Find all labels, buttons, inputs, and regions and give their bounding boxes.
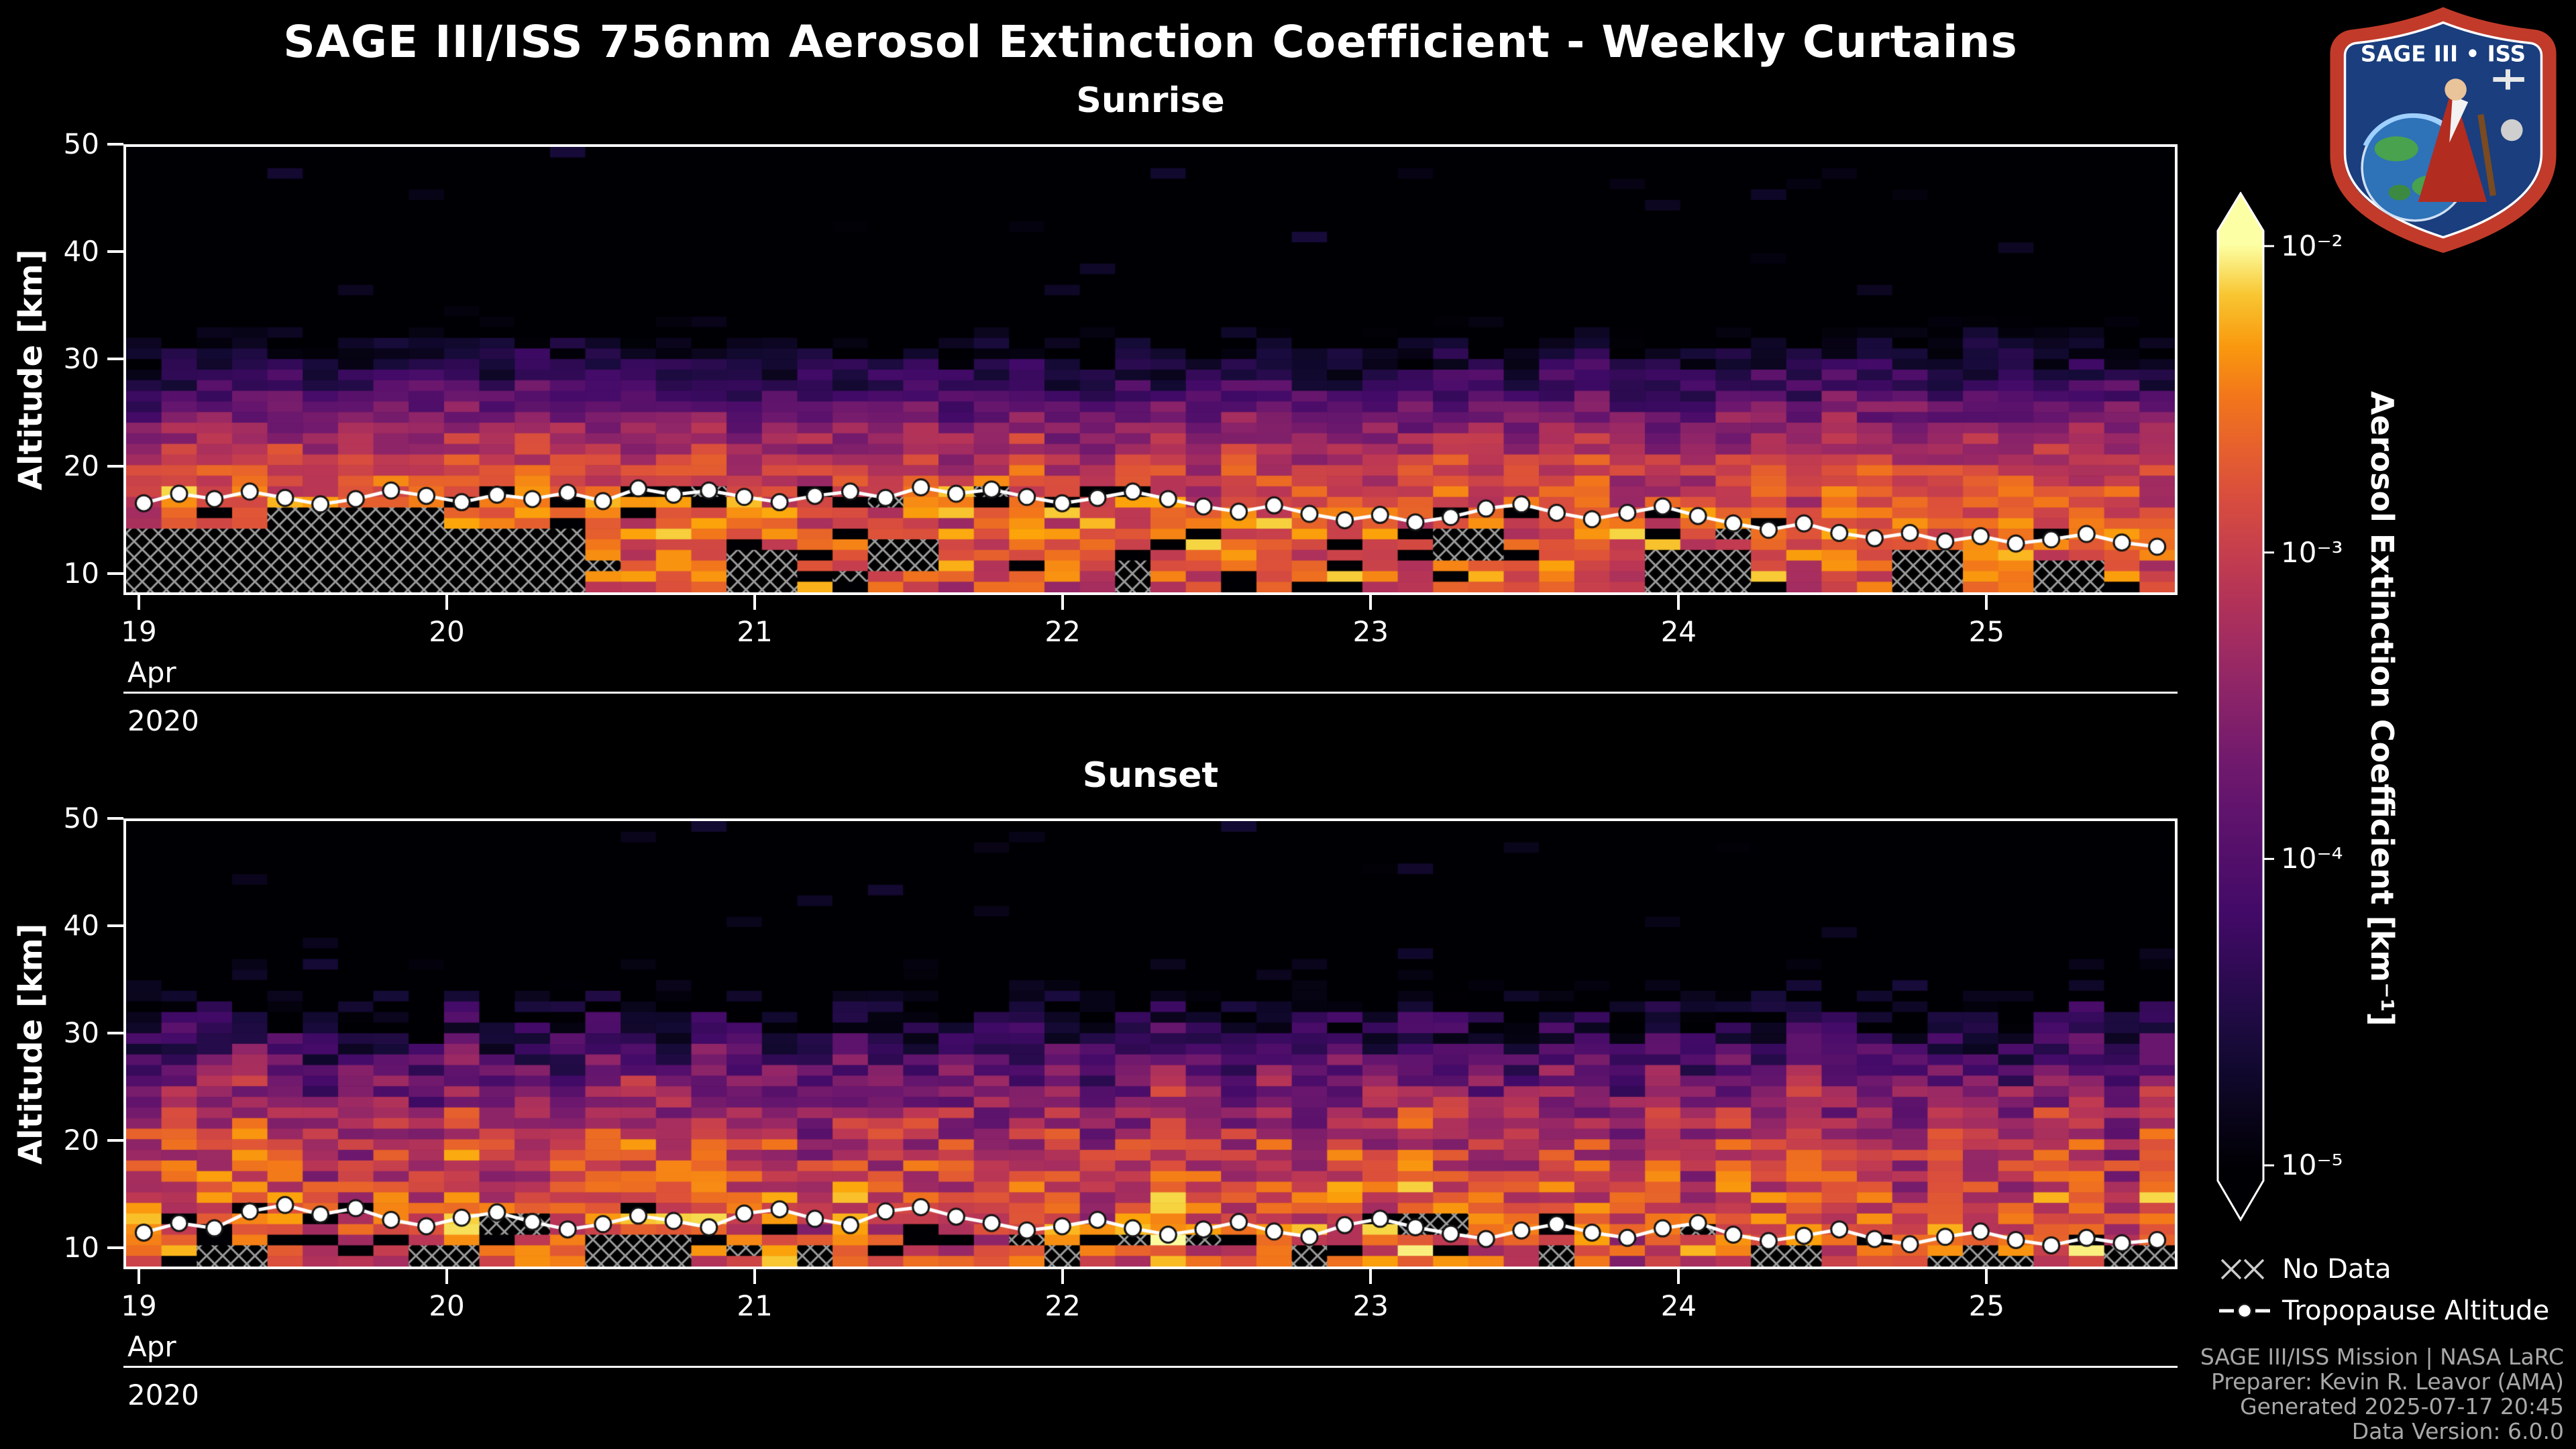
colorbar-tick-label-1: 10⁻³ [2281, 535, 2343, 569]
sunset-ytick-label-30: 30 [63, 1016, 99, 1049]
sunset-xtick-label-19: 19 [121, 1289, 157, 1322]
sunrise-plot-area [123, 144, 2178, 595]
sunset-ytick-mark-40 [107, 924, 123, 927]
sunrise-xtick-mark-22 [1061, 595, 1065, 610]
sunrise-ytick-label-10: 10 [63, 557, 99, 590]
legend-no-data-label: No Data [2282, 1254, 2392, 1285]
logo-wizard-robe [2418, 86, 2487, 202]
sunrise-xtick-label-20: 20 [429, 615, 465, 648]
sunrise-ytick-label-20: 20 [63, 449, 99, 482]
sunrise-xtick-label-22: 22 [1044, 615, 1081, 648]
sunrise-ytick-mark-30 [107, 358, 123, 360]
sunrise-xtick-mark-19 [137, 595, 140, 610]
sunrise-xtick-label-23: 23 [1352, 615, 1389, 648]
sunset-panel-title: Sunset [1082, 755, 1219, 796]
footer-data-version-line: Data Version: 6.0.0 [2351, 1418, 2564, 1444]
sunset-xtick-mark-23 [1369, 1269, 1373, 1284]
logo-shield-inner-line [2343, 21, 2543, 239]
sunrise-xtick-mark-25 [1985, 595, 1988, 610]
sunrise-xtick-mark-20 [445, 595, 449, 610]
colorbar-body [2216, 192, 2265, 1222]
footer-preparer-line: Preparer: Kevin R. Leavor (AMA) [2211, 1368, 2564, 1395]
sunrise-xtick-label-21: 21 [737, 615, 773, 648]
sunset-xtick-label-24: 24 [1660, 1289, 1697, 1322]
sunset-ytick-mark-10 [107, 1246, 123, 1249]
sunset-xtick-mark-25 [1985, 1269, 1988, 1284]
sunrise-ytick-mark-10 [107, 572, 123, 575]
sunset-xtick-mark-19 [137, 1269, 140, 1284]
page-title: SAGE III/ISS 756nm Aerosol Extinction Co… [283, 16, 2018, 68]
logo-moon [2501, 119, 2523, 142]
footer-credits: SAGE III/ISS Mission | NASA LaRC Prepare… [2200, 1344, 2564, 1444]
sunrise-xtick-label-25: 25 [1968, 615, 2005, 648]
sunset-plot-area [123, 818, 2178, 1269]
sunrise-xtick-mark-24 [1677, 595, 1680, 610]
sunrise-xtick-mark-21 [753, 595, 757, 610]
no-data-hatch-icon [2220, 1258, 2265, 1280]
sunset-xtick-mark-20 [445, 1269, 449, 1284]
sunrise-year-row: 2020 [123, 699, 2178, 739]
sunset-ytick-label-10: 10 [63, 1231, 99, 1264]
sunrise-ytick-label-30: 30 [63, 342, 99, 375]
sunset-ytick-mark-50 [107, 817, 123, 820]
colorbar-tick-label-2: 10⁻⁴ [2281, 842, 2343, 875]
sunset-xtick-label-21: 21 [737, 1289, 773, 1322]
sunset-xtick-mark-24 [1677, 1269, 1680, 1284]
sunrise-xtick-label-24: 24 [1660, 615, 1697, 648]
logo-wizard-beard [2449, 95, 2469, 143]
sunrise-ytick-mark-20 [107, 465, 123, 468]
legend-tropopause-label: Tropopause Altitude [2282, 1295, 2550, 1326]
sunrise-month-label: Apr [127, 656, 176, 689]
sunset-ytick-label-20: 20 [63, 1124, 99, 1157]
footer-mission-line: SAGE III/ISS Mission | NASA LaRC [2200, 1344, 2564, 1370]
sunset-xtick-label-20: 20 [429, 1289, 465, 1322]
sunset-xtick-mark-21 [753, 1269, 757, 1284]
sunrise-xtick-label-19: 19 [121, 615, 157, 648]
sunset-year-row: 2020 [123, 1373, 2178, 1413]
colorbar-tick-label-3: 10⁻⁵ [2281, 1148, 2343, 1182]
sunset-xtick-label-22: 22 [1044, 1289, 1081, 1322]
sunset-ytick-label-40: 40 [63, 909, 99, 942]
logo-iss-module [2506, 69, 2510, 90]
sunrise-heatmap-canvas [126, 147, 2175, 592]
sunset-month-label: Apr [127, 1330, 176, 1363]
mission-logo: SAGE III • ISS [2330, 7, 2557, 254]
colorbar-axis-label: Aerosol Extinction Coefficient [km⁻¹] [2364, 390, 2400, 1026]
sunset-xtick-label-25: 25 [1968, 1289, 2005, 1322]
sunrise-year-label: 2020 [127, 704, 199, 737]
sunset-ytick-mark-30 [107, 1032, 123, 1034]
logo-continent-1 [2374, 136, 2418, 162]
sunrise-ytick-label-50: 50 [63, 127, 99, 160]
sunrise-xtick-mark-23 [1369, 595, 1373, 610]
sunrise-month-row: Apr [123, 651, 2178, 694]
sunset-ytick-mark-20 [107, 1139, 123, 1142]
logo-text: SAGE III • ISS [2361, 42, 2526, 67]
sunrise-ytick-mark-50 [107, 143, 123, 146]
footer-generated-line: Generated 2025-07-17 20:45 [2240, 1393, 2564, 1419]
sunset-month-row: Apr [123, 1325, 2178, 1368]
colorbar-tick-marks [2263, 245, 2274, 1167]
sunset-ytick-label-50: 50 [63, 802, 99, 835]
logo-continent-3 [2388, 184, 2411, 201]
sunset-xtick-label-23: 23 [1352, 1289, 1389, 1322]
sunset-heatmap-canvas [126, 821, 2175, 1267]
sunset-xtick-mark-22 [1061, 1269, 1065, 1284]
logo-wizard-staff [2477, 114, 2496, 197]
tropopause-line-icon [2219, 1303, 2270, 1319]
colorbar [2216, 192, 2274, 1222]
logo-wizard-head [2445, 78, 2467, 101]
sunset-year-label: 2020 [127, 1379, 199, 1411]
sunrise-ytick-label-40: 40 [63, 235, 99, 268]
sunrise-ytick-mark-40 [107, 250, 123, 253]
colorbar-tick-label-0: 10⁻² [2281, 229, 2343, 262]
sunrise-panel-title: Sunrise [1076, 80, 1225, 121]
